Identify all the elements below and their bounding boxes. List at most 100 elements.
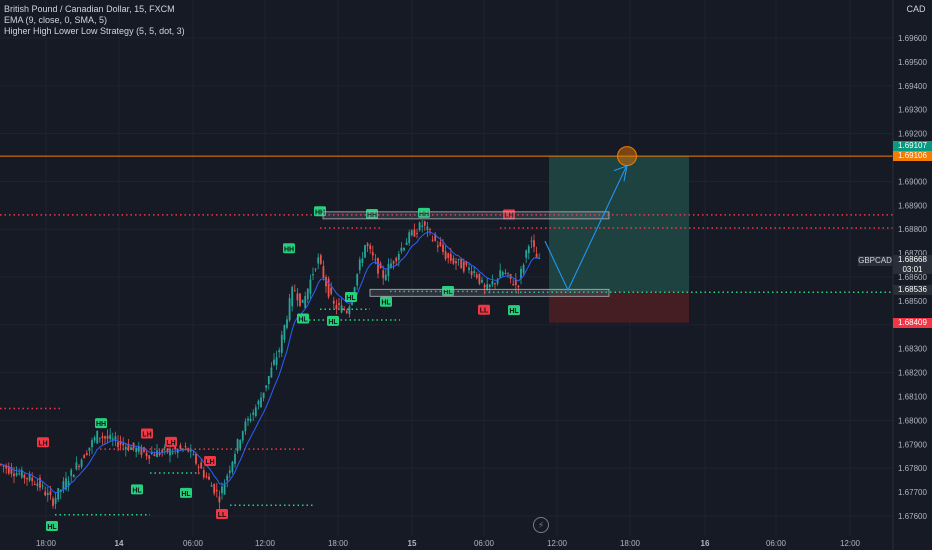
candle-body [210,485,213,487]
time-axis[interactable]: 18:00 14 06:00 12:00 18:00 15 06:00 12:00 18:00 1… [36,539,861,548]
swing-label-hl: HL [442,285,454,296]
candlestick-series [0,219,541,510]
projection-arrow[interactable] [544,166,627,292]
candle-body [504,272,507,274]
ema-legend-line[interactable]: EMA (9, close, 0, SMA, 5) [4,15,108,25]
time-tick-label: 18:00 [620,539,641,548]
candle-body [80,459,83,467]
candle-body [338,303,340,305]
user-drawings[interactable] [322,0,894,550]
candle-body [83,455,86,459]
resistance-box[interactable] [322,211,610,220]
candle-body [517,285,520,288]
candle-body [496,279,499,284]
candle-body [397,253,400,260]
candle-body [72,474,75,478]
candle-body [314,268,317,270]
candle-body [507,272,509,274]
swing-label-hl: HL [327,315,339,326]
support-box[interactable] [369,288,610,297]
lightning-icon[interactable]: ⚡ [533,517,549,533]
svg-text:HL: HL [132,487,142,494]
candle-body [41,485,44,487]
candle-body [520,268,522,279]
candle-body [418,222,421,231]
candle-body [327,278,330,297]
svg-text:HH: HH [284,246,294,253]
price-tick-label: 1.69600 [898,34,927,43]
candle-body [371,252,374,256]
time-tick-label: 12:00 [547,539,568,548]
swing-label-hh: HH [418,207,430,218]
candle-body [62,481,65,490]
candle-body [98,437,101,439]
candle-body [179,445,182,449]
candle-body [46,492,49,495]
target-price-tag: 1.69107 [893,141,932,151]
svg-text:HL: HL [381,300,391,307]
currency-badge[interactable]: CAD [906,4,926,14]
price-tick-label: 1.68200 [898,369,927,378]
swing-label-hl: HL [46,521,58,531]
candle-body [252,412,255,415]
target-circle[interactable] [617,146,637,167]
svg-text:LL: LL [480,308,489,315]
candle-body [462,261,465,272]
candle-body [10,467,13,474]
stop-zone[interactable] [549,292,689,323]
level-lines [0,155,893,516]
candle-body [75,462,78,470]
candle-body [312,274,314,276]
price-tick-label: 1.67700 [898,488,927,497]
ema-polyline [0,231,540,494]
candle-body [208,476,210,480]
candle-body [470,271,473,276]
candle-body [195,453,197,464]
candle-body [145,452,148,457]
candle-body [335,305,338,309]
candle-body [260,397,262,408]
profit-zone[interactable] [549,155,689,293]
symbol-legend-line[interactable]: British Pound / Canadian Dollar, 15, FXC… [4,4,175,14]
candle-body [176,449,179,453]
candle-body [244,421,247,432]
candle-body [535,253,538,258]
candle-body [455,261,457,264]
price-tick-label: 1.67900 [898,440,927,449]
swing-label-lh: LH [37,437,49,448]
candle-body [436,245,439,248]
candle-body [299,293,301,306]
chart-legend[interactable]: British Pound / Canadian Dollar, 15, FXC… [4,4,185,37]
candle-body [265,385,268,388]
candle-body [358,259,361,271]
candle-body [319,255,322,264]
price-tick-label: 1.68100 [898,393,927,402]
candle-body [283,325,286,340]
time-tick-label: 18:00 [36,539,57,548]
candle-body [322,266,325,279]
candle-body [104,436,106,439]
strategy-legend-line[interactable]: Higher High Lower Low Strategy (5, 5, do… [4,26,185,36]
candle-body [247,418,249,421]
candle-body [478,273,481,284]
candle-body [403,248,405,251]
candle-body [421,225,424,227]
candle-body [65,478,67,490]
candle-body [340,305,343,313]
candle-body [392,261,395,264]
svg-text:LH: LH [38,440,47,447]
ema-line [0,231,540,494]
candle-body [499,270,502,278]
price-axis[interactable]: 1.69600 1.69400 1.69200 1.69000 1.68800 1.686… [898,34,927,521]
candle-body [36,483,39,487]
candle-body [33,483,36,485]
candle-body [405,242,408,246]
candle-body [114,436,117,441]
candle-body [293,290,296,292]
candle-body [457,258,460,260]
candle-body [325,277,327,287]
symbol-price-label: GBPCAD [858,256,892,266]
candle-body [20,469,23,478]
candle-body [309,279,312,294]
